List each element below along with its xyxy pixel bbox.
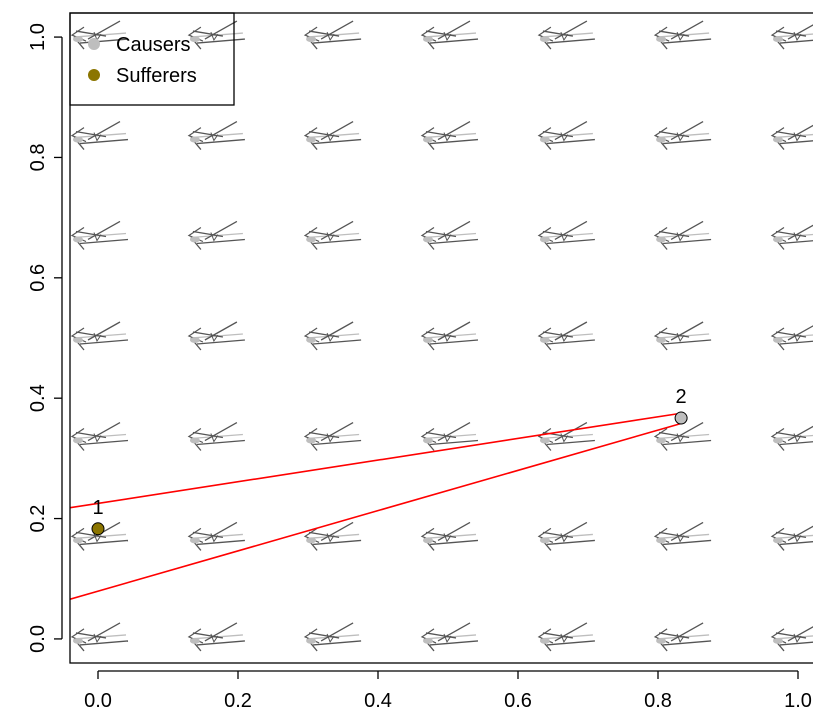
- x-tick-label: 0.4: [364, 690, 392, 712]
- x-tick-label: 0.8: [644, 690, 672, 712]
- background-glyph: [187, 622, 245, 652]
- y-tick-label: 1.0: [27, 23, 49, 51]
- background-glyph: [187, 121, 245, 150]
- background-glyph: [187, 321, 245, 351]
- background-glyph: [537, 220, 595, 250]
- background-glyph: [770, 425, 813, 451]
- background-glyph: [653, 321, 712, 351]
- background-glyph: [537, 321, 595, 351]
- background-glyph: [70, 321, 129, 351]
- background-glyph: [537, 421, 595, 451]
- background-glyph: [303, 521, 362, 551]
- background-glyph: [770, 626, 813, 652]
- legend-marker: [88, 38, 100, 50]
- background-glyph: [770, 124, 813, 150]
- x-tick-label: 0.6: [504, 690, 532, 712]
- background-glyph: [420, 20, 479, 50]
- y-tick-label: 0.6: [27, 264, 49, 292]
- background-glyph: [303, 622, 362, 652]
- background-glyph: [770, 24, 813, 50]
- axis-layer: 0.0 0.2 0.4 0.6 0.8 1.0 0.0 0.2 0.4 0.6 0.8 1.0: [27, 12, 813, 712]
- connector-line: [70, 422, 682, 600]
- background-glyph: [187, 521, 245, 551]
- background-glyph: [187, 220, 245, 250]
- background-glyph: [187, 421, 245, 451]
- legend-marker: [88, 69, 100, 81]
- x-tick-label: 1.0: [784, 690, 812, 712]
- data-point: [91, 522, 105, 536]
- legend-label: Sufferers: [116, 65, 197, 87]
- background-glyph: [770, 224, 813, 250]
- y-tick-label: 0.2: [27, 505, 49, 533]
- background-glyph: [420, 622, 479, 652]
- background-glyph: [653, 20, 712, 50]
- connector-line-layer: [70, 412, 682, 600]
- background-glyph: [653, 121, 712, 150]
- background-glyph: [653, 220, 712, 250]
- data-point-layer: 21: [91, 386, 688, 536]
- background-glyph: [303, 121, 362, 150]
- legend-label: Causers: [116, 34, 190, 56]
- background-glyph: [420, 521, 479, 551]
- x-tick-label: 0.2: [224, 690, 252, 712]
- plot-frame: [69, 12, 813, 664]
- y-tick-label: 0.4: [27, 384, 49, 412]
- background-glyph: [303, 20, 362, 50]
- background-glyph: [70, 220, 129, 250]
- background-glyph: [70, 20, 129, 50]
- legend: Causers Sufferers: [69, 12, 235, 106]
- background-glyph: [537, 20, 595, 50]
- background-glyph: [653, 421, 712, 451]
- background-glyph: [420, 220, 479, 250]
- background-glyph: [770, 525, 813, 551]
- background-glyph: [420, 121, 479, 150]
- legend-box: [69, 12, 235, 106]
- y-tick-label: 0.0: [27, 625, 49, 653]
- background-glyph-layer: [70, 20, 813, 652]
- background-glyph: [537, 121, 595, 150]
- point-label: 1: [92, 497, 103, 519]
- connector-line: [70, 412, 682, 509]
- background-glyph: [70, 121, 129, 150]
- point-label: 2: [676, 386, 687, 408]
- background-glyph: [70, 421, 129, 451]
- background-glyph: [303, 220, 362, 250]
- background-glyph: [653, 521, 712, 551]
- background-glyph: [70, 521, 129, 551]
- background-glyph: [537, 622, 595, 652]
- data-point: [674, 411, 688, 425]
- background-glyph: [537, 521, 595, 551]
- background-glyph: [770, 325, 813, 351]
- background-glyph: [70, 622, 129, 652]
- background-glyph: [303, 321, 362, 351]
- background-glyph: [653, 622, 712, 652]
- y-tick-label: 0.8: [27, 144, 49, 172]
- background-glyph: [420, 421, 479, 451]
- x-tick-label: 0.0: [84, 690, 112, 712]
- background-glyph: [303, 421, 362, 451]
- background-glyph: [187, 20, 245, 50]
- background-glyph: [420, 321, 479, 351]
